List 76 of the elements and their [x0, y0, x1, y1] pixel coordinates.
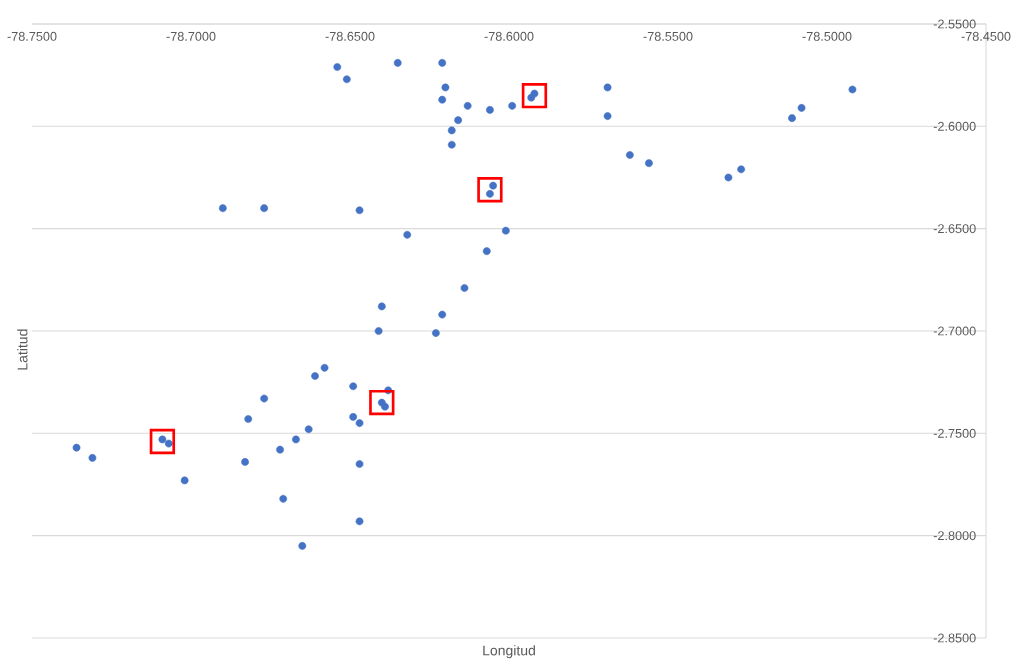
point [88, 454, 97, 462]
point [279, 494, 288, 503]
point [377, 302, 386, 311]
x-tick-label: -78.7000 [166, 31, 216, 41]
point [438, 59, 447, 67]
point [276, 445, 284, 454]
point [149, 428, 176, 455]
point [349, 382, 358, 391]
point [320, 363, 329, 372]
point [486, 106, 494, 114]
point [463, 101, 472, 110]
point [603, 112, 612, 120]
point [788, 114, 796, 123]
y-tick-label: -2.8000 [933, 531, 976, 541]
point [298, 542, 307, 550]
x-tick-label: -78.5500 [643, 31, 693, 41]
point [489, 181, 497, 190]
point [260, 394, 269, 403]
point [355, 206, 364, 215]
point [342, 75, 351, 84]
point [521, 82, 548, 109]
point [241, 458, 249, 466]
x-tick-label: -78.4500 [961, 31, 1011, 41]
x-tick-label: -78.5000 [802, 31, 852, 41]
point [508, 101, 517, 110]
point [260, 204, 269, 213]
point [438, 95, 447, 104]
point [292, 435, 300, 444]
y-tick-label: -2.6500 [933, 224, 976, 234]
point [304, 425, 313, 434]
point [381, 402, 389, 411]
y-tick-label: -2.6000 [933, 121, 976, 131]
point [393, 59, 402, 67]
point [447, 140, 456, 149]
point [164, 439, 173, 448]
y-tick-label: -2.7000 [933, 326, 976, 336]
x-tick-label: -78.6000 [484, 31, 534, 41]
point [180, 476, 189, 485]
point [355, 517, 364, 526]
point [403, 230, 412, 239]
x-tick-label: -78.6500 [325, 31, 375, 41]
point [737, 165, 746, 174]
point [311, 372, 319, 380]
point [625, 151, 634, 159]
point [447, 126, 456, 135]
point [797, 104, 806, 112]
point [333, 63, 342, 71]
point [349, 413, 358, 421]
point [218, 204, 227, 213]
point [158, 435, 167, 444]
point [454, 116, 462, 125]
point [645, 159, 653, 168]
point [374, 327, 383, 335]
point [72, 443, 81, 452]
point [441, 83, 450, 92]
y-axis-title: Latitud [17, 329, 28, 370]
y-tick-label: -2.7500 [933, 428, 976, 438]
point [438, 310, 447, 319]
point [369, 389, 395, 416]
point [477, 177, 503, 203]
point [482, 247, 491, 256]
point [355, 419, 364, 427]
point [244, 415, 253, 423]
y-tick-label: -2.5500 [933, 19, 976, 29]
point [486, 189, 494, 198]
point [848, 85, 857, 94]
point [432, 329, 440, 337]
x-axis-title: Longitud [483, 645, 535, 659]
x-tick-label: -78.7500 [7, 31, 57, 41]
point [603, 83, 612, 92]
point [530, 89, 539, 98]
point [724, 173, 733, 182]
point [460, 284, 469, 292]
point [355, 460, 364, 468]
y-tick-label: -2.8500 [933, 633, 976, 643]
point [501, 226, 510, 235]
